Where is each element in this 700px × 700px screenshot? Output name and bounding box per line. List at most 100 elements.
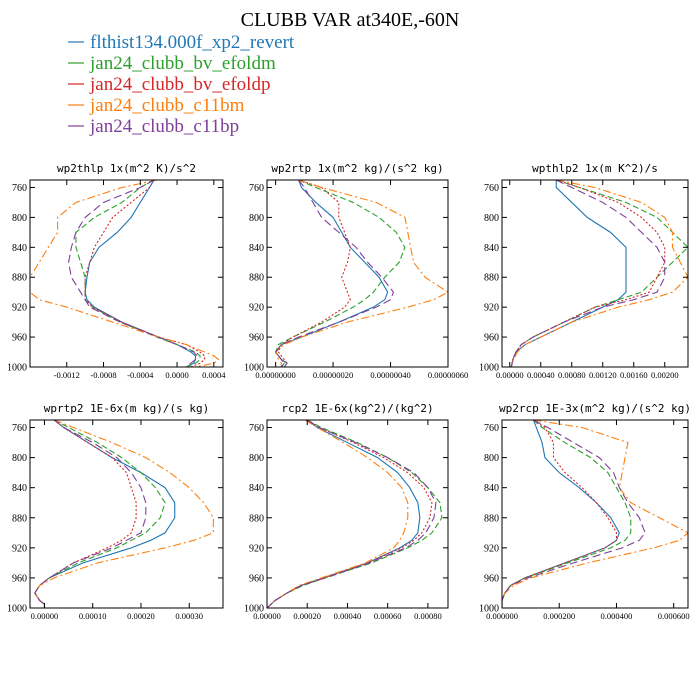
series-line (84, 180, 196, 367)
y-tick-label: 920 (12, 303, 27, 314)
series-line (502, 420, 620, 608)
y-tick-label: 880 (484, 513, 499, 524)
series-line (510, 180, 666, 367)
series-line (274, 180, 389, 367)
x-tick-label: 0.00040 (334, 611, 362, 621)
plot-frame (266, 419, 449, 609)
plot-frame (266, 179, 449, 368)
series-line (274, 180, 395, 367)
plot-frame (501, 179, 689, 368)
x-tick-label: 0.00120 (589, 370, 617, 380)
y-tick-label: 920 (12, 543, 27, 554)
series-line (267, 420, 409, 608)
series-line (84, 180, 206, 367)
y-tick-label: 920 (249, 303, 264, 314)
x-tick-label: -0.0008 (90, 370, 116, 380)
figure-title: CLUBB VAR at340E,-60N (241, 9, 460, 31)
y-tick-label: 840 (12, 483, 27, 494)
x-tick-label: 0.00040 (527, 370, 555, 380)
y-tick-label: 840 (12, 243, 27, 254)
y-tick-label: 1000 (7, 363, 27, 374)
panel-title: rcp2 1E-6x(kg^2)/(kg^2) (281, 402, 433, 415)
y-tick-label: 800 (484, 453, 499, 464)
series-line (34, 420, 176, 608)
x-tick-label: 0.00010 (79, 611, 107, 621)
y-tick-label: 840 (484, 483, 499, 494)
x-tick-label: 0.00000060 (428, 370, 468, 380)
x-tick-label: 0.00160 (620, 370, 648, 380)
x-tick-label: 0.00060 (374, 611, 402, 621)
y-tick-label: 760 (484, 423, 499, 434)
x-tick-label: 0.000600 (658, 611, 690, 621)
x-tick-label: 0.00020 (293, 611, 321, 621)
series-line (502, 420, 688, 608)
chart-panel-3: wpthlp2 1x(m K^2)/s 760 800 840 880 920 960 100… (479, 162, 689, 380)
series-line (267, 420, 433, 608)
y-tick-label: 1000 (479, 604, 499, 615)
series-line (502, 420, 646, 608)
y-tick-label: 800 (249, 213, 264, 224)
x-tick-label: 0.000400 (601, 611, 633, 621)
chart-panel-6: wp2rcp 1E-3x(m^2 kg)/(s^2 kg)760 800 840 88… (479, 402, 691, 621)
x-tick-label: 0.000000 (486, 611, 518, 621)
y-tick-label: 920 (249, 543, 264, 554)
panel-title: wpthlp2 1x(m K^2)/s (532, 162, 658, 175)
series-line (30, 180, 220, 367)
x-tick-label: 0.00080 (558, 370, 586, 380)
x-tick-label: 0.00200 (651, 370, 679, 380)
legend-entry: jan24_clubb_bv_efoldm (89, 53, 276, 74)
y-tick-label: 920 (484, 303, 499, 314)
chart-panels: wp2thlp 1x(m^2 K)/s^2 760 800 840 880 920 960 1… (7, 162, 691, 621)
y-tick-label: 800 (484, 213, 499, 224)
y-tick-label: 760 (484, 183, 499, 194)
panel-title: wp2rtp 1x(m^2 kg)/(s^2 kg) (271, 162, 443, 175)
y-tick-label: 760 (249, 183, 264, 194)
panel-title: wprtp2 1E-6x(m kg)/(s kg) (44, 402, 210, 415)
y-tick-label: 840 (249, 243, 264, 254)
y-tick-label: 880 (12, 273, 27, 284)
y-tick-label: 960 (249, 333, 264, 344)
chart-panel-1: wp2thlp 1x(m^2 K)/s^2 760 800 840 880 920 960 1… (7, 162, 226, 380)
series-line (274, 180, 448, 367)
x-tick-label: 0.00020 (127, 611, 155, 621)
x-tick-label: 0.00000 (496, 370, 524, 380)
x-tick-label: 0.00030 (175, 611, 203, 621)
series-line (510, 180, 627, 367)
legend-entry: jan24_clubb_c11bp (89, 116, 239, 137)
series-line (267, 420, 421, 608)
legend: flthist134.000f_xp2_revertjan24_clubb_bv… (68, 32, 295, 137)
y-tick-label: 1000 (244, 604, 264, 615)
x-tick-label: 0.00000020 (313, 370, 353, 380)
y-tick-label: 840 (484, 243, 499, 254)
panel-title: wp2thlp 1x(m^2 K)/s^2 (57, 162, 196, 175)
y-tick-label: 960 (12, 333, 27, 344)
y-tick-label: 840 (249, 483, 264, 494)
y-tick-label: 960 (484, 573, 499, 584)
plot-frame (29, 179, 224, 368)
y-tick-label: 880 (484, 273, 499, 284)
series-line (502, 420, 618, 608)
y-tick-label: 800 (12, 213, 27, 224)
y-tick-label: 760 (249, 423, 264, 434)
y-tick-label: 880 (249, 273, 264, 284)
x-tick-label: 0.00000000 (255, 370, 295, 380)
x-tick-label: 0.00080 (414, 611, 442, 621)
y-tick-label: 960 (484, 333, 499, 344)
y-tick-label: 1000 (479, 363, 499, 374)
series-line (34, 420, 137, 608)
x-tick-label: 0.00000 (31, 611, 59, 621)
series-line (510, 180, 666, 367)
y-tick-label: 1000 (7, 604, 27, 615)
chart-panel-5: rcp2 1E-6x(kg^2)/(kg^2) 760 800 840 880 920 96… (244, 402, 449, 621)
series-line (510, 180, 688, 367)
chart-panel-2: wp2rtp 1x(m^2 kg)/(s^2 kg) 760 800 840 880 92… (244, 162, 468, 380)
y-tick-label: 880 (12, 513, 27, 524)
y-tick-label: 960 (12, 573, 27, 584)
legend-entry: jan24_clubb_c11bm (89, 95, 245, 116)
plot-frame (29, 419, 224, 609)
y-tick-label: 920 (484, 543, 499, 554)
y-tick-label: 760 (12, 183, 27, 194)
x-tick-label: 0.00000 (253, 611, 281, 621)
series-line (34, 420, 147, 608)
